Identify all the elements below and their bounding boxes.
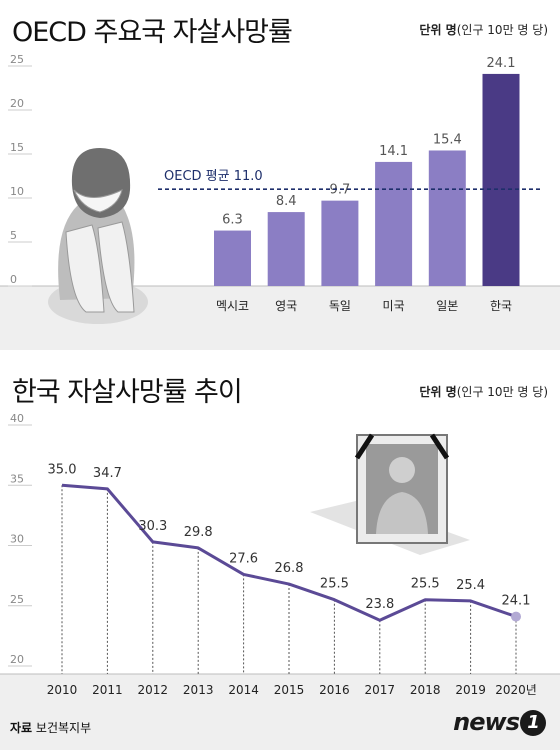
bar-chart-canvas: 0 5 10 15 20 25 6.3 멕시코 8.4 영국 9.7 독일 14.1 미국 15.4 일본 24… <box>0 53 560 350</box>
line-point-value-label: 25.4 <box>456 578 485 593</box>
portrait-head <box>389 457 415 483</box>
line-point-value-label: 23.8 <box>365 597 394 612</box>
line-point-value-label: 35.0 <box>48 462 77 477</box>
portrait-ribbon <box>354 433 450 460</box>
bar-chart-y-tick-label: 15 <box>10 141 24 154</box>
line-x-tick-label: 2015 <box>274 683 305 697</box>
line-chart-y-tick-label: 25 <box>10 593 24 606</box>
bar-value-label: 8.4 <box>276 194 297 209</box>
bar-value-label: 14.1 <box>379 144 408 159</box>
line-chart-y-tick-label: 20 <box>10 653 24 666</box>
bar-chart-y-tick-label: 0 <box>10 273 17 286</box>
line-x-tick-label: 2014 <box>228 683 259 697</box>
line-chart-unit-label: 단위 명 <box>419 385 457 399</box>
bar-value-label: 6.3 <box>222 213 243 228</box>
suicide-rate-line <box>61 483 517 622</box>
line-point-value-label: 30.3 <box>138 519 167 534</box>
bar-chart-y-tick-label: 5 <box>10 229 17 242</box>
bar-chart-y-tick-label: 10 <box>10 185 24 198</box>
portrait-shoulders <box>376 492 428 534</box>
bar-6 <box>482 73 520 286</box>
bar-value-label: 15.4 <box>433 132 462 147</box>
line-point-value-label: 29.8 <box>184 525 213 540</box>
bar-chart-unit-detail: (인구 10만 명 당) <box>456 23 548 37</box>
line-point-value-label: 26.8 <box>275 561 304 576</box>
figure-leg-right <box>97 221 135 313</box>
line-x-tick-label: 2010 <box>47 683 78 697</box>
logo-mark: 1 <box>520 710 546 736</box>
bar-3 <box>321 200 359 286</box>
line-chart-y-tick-label: 30 <box>10 533 24 546</box>
bar-category-label: 멕시코 <box>216 299 249 313</box>
source-label: 자료 <box>10 721 33 735</box>
bar-chart-title: OECD 주요국 자살사망률 <box>12 17 293 48</box>
bar-chart-y-tick-label: 20 <box>10 97 24 110</box>
line-x-tick-label: 2012 <box>138 683 169 697</box>
line-x-tick-label: 2016 <box>319 683 350 697</box>
line-chart-unit: 단위 명(인구 10만 명 당) <box>419 383 548 400</box>
bar-chart-unit: 단위 명(인구 10만 명 당) <box>419 21 548 38</box>
bar-chart-y-tick-label: 25 <box>10 53 24 66</box>
line-x-tick-label: 2013 <box>183 683 214 697</box>
line-x-tick-label: 2020년 <box>495 683 537 697</box>
line-chart-y-tick-label: 40 <box>10 412 24 425</box>
memorial-portrait-illustration <box>310 433 470 555</box>
bar-5 <box>428 150 466 286</box>
bar-category-label: 한국 <box>490 299 512 313</box>
bar-4 <box>375 161 413 286</box>
bar-1 <box>214 230 251 286</box>
bar-2 <box>267 212 305 286</box>
logo-text: news <box>453 708 520 736</box>
line-x-tick-label: 2017 <box>365 683 396 697</box>
line-end-marker <box>511 611 521 622</box>
line-x-tick-label: 2019 <box>455 683 486 697</box>
news1-logo: news 1 <box>453 708 546 736</box>
figure-leg-left <box>65 224 105 313</box>
bar-chart-unit-label: 단위 명 <box>419 23 457 37</box>
line-chart-base-band <box>0 674 560 750</box>
bar-value-label: 9.7 <box>330 183 351 198</box>
source-note: 자료 보건복지부 <box>10 719 91 736</box>
oecd-average-label: OECD 평균 11.0 <box>164 169 263 184</box>
line-point-value-label: 24.1 <box>502 594 531 609</box>
line-chart-canvas: 20 25 30 35 40 35.0 2010 34.7 2011 30.3 2012 29.8 20… <box>0 412 560 750</box>
korea-line-chart-panel: 한국 자살사망률 추이 단위 명(인구 10만 명 당) 20 25 30 35 40 3… <box>0 350 560 750</box>
line-point-value-label: 27.6 <box>229 551 258 566</box>
figure-arms <box>73 189 123 213</box>
line-x-tick-label: 2011 <box>92 683 123 697</box>
line-chart-unit-detail: (인구 10만 명 당) <box>456 385 548 399</box>
bar-category-label: 독일 <box>329 299 351 313</box>
bar-category-label: 일본 <box>436 299 458 313</box>
source-text: 보건복지부 <box>35 721 92 735</box>
bar-value-label: 24.1 <box>487 56 516 71</box>
line-point-value-label: 25.5 <box>411 577 440 592</box>
bar-category-label: 미국 <box>383 299 405 313</box>
line-point-value-label: 34.7 <box>93 466 122 481</box>
bar-category-label: 영국 <box>275 299 297 313</box>
line-x-tick-label: 2018 <box>410 683 441 697</box>
sitting-person-illustration <box>48 148 148 324</box>
line-chart-title: 한국 자살사망률 추이 <box>12 377 243 408</box>
oecd-bar-chart-panel: OECD 주요국 자살사망률 단위 명(인구 10만 명 당) 0 5 10 15 20… <box>0 0 560 350</box>
line-point-value-label: 25.5 <box>320 577 349 592</box>
line-chart-y-tick-label: 35 <box>10 472 24 485</box>
